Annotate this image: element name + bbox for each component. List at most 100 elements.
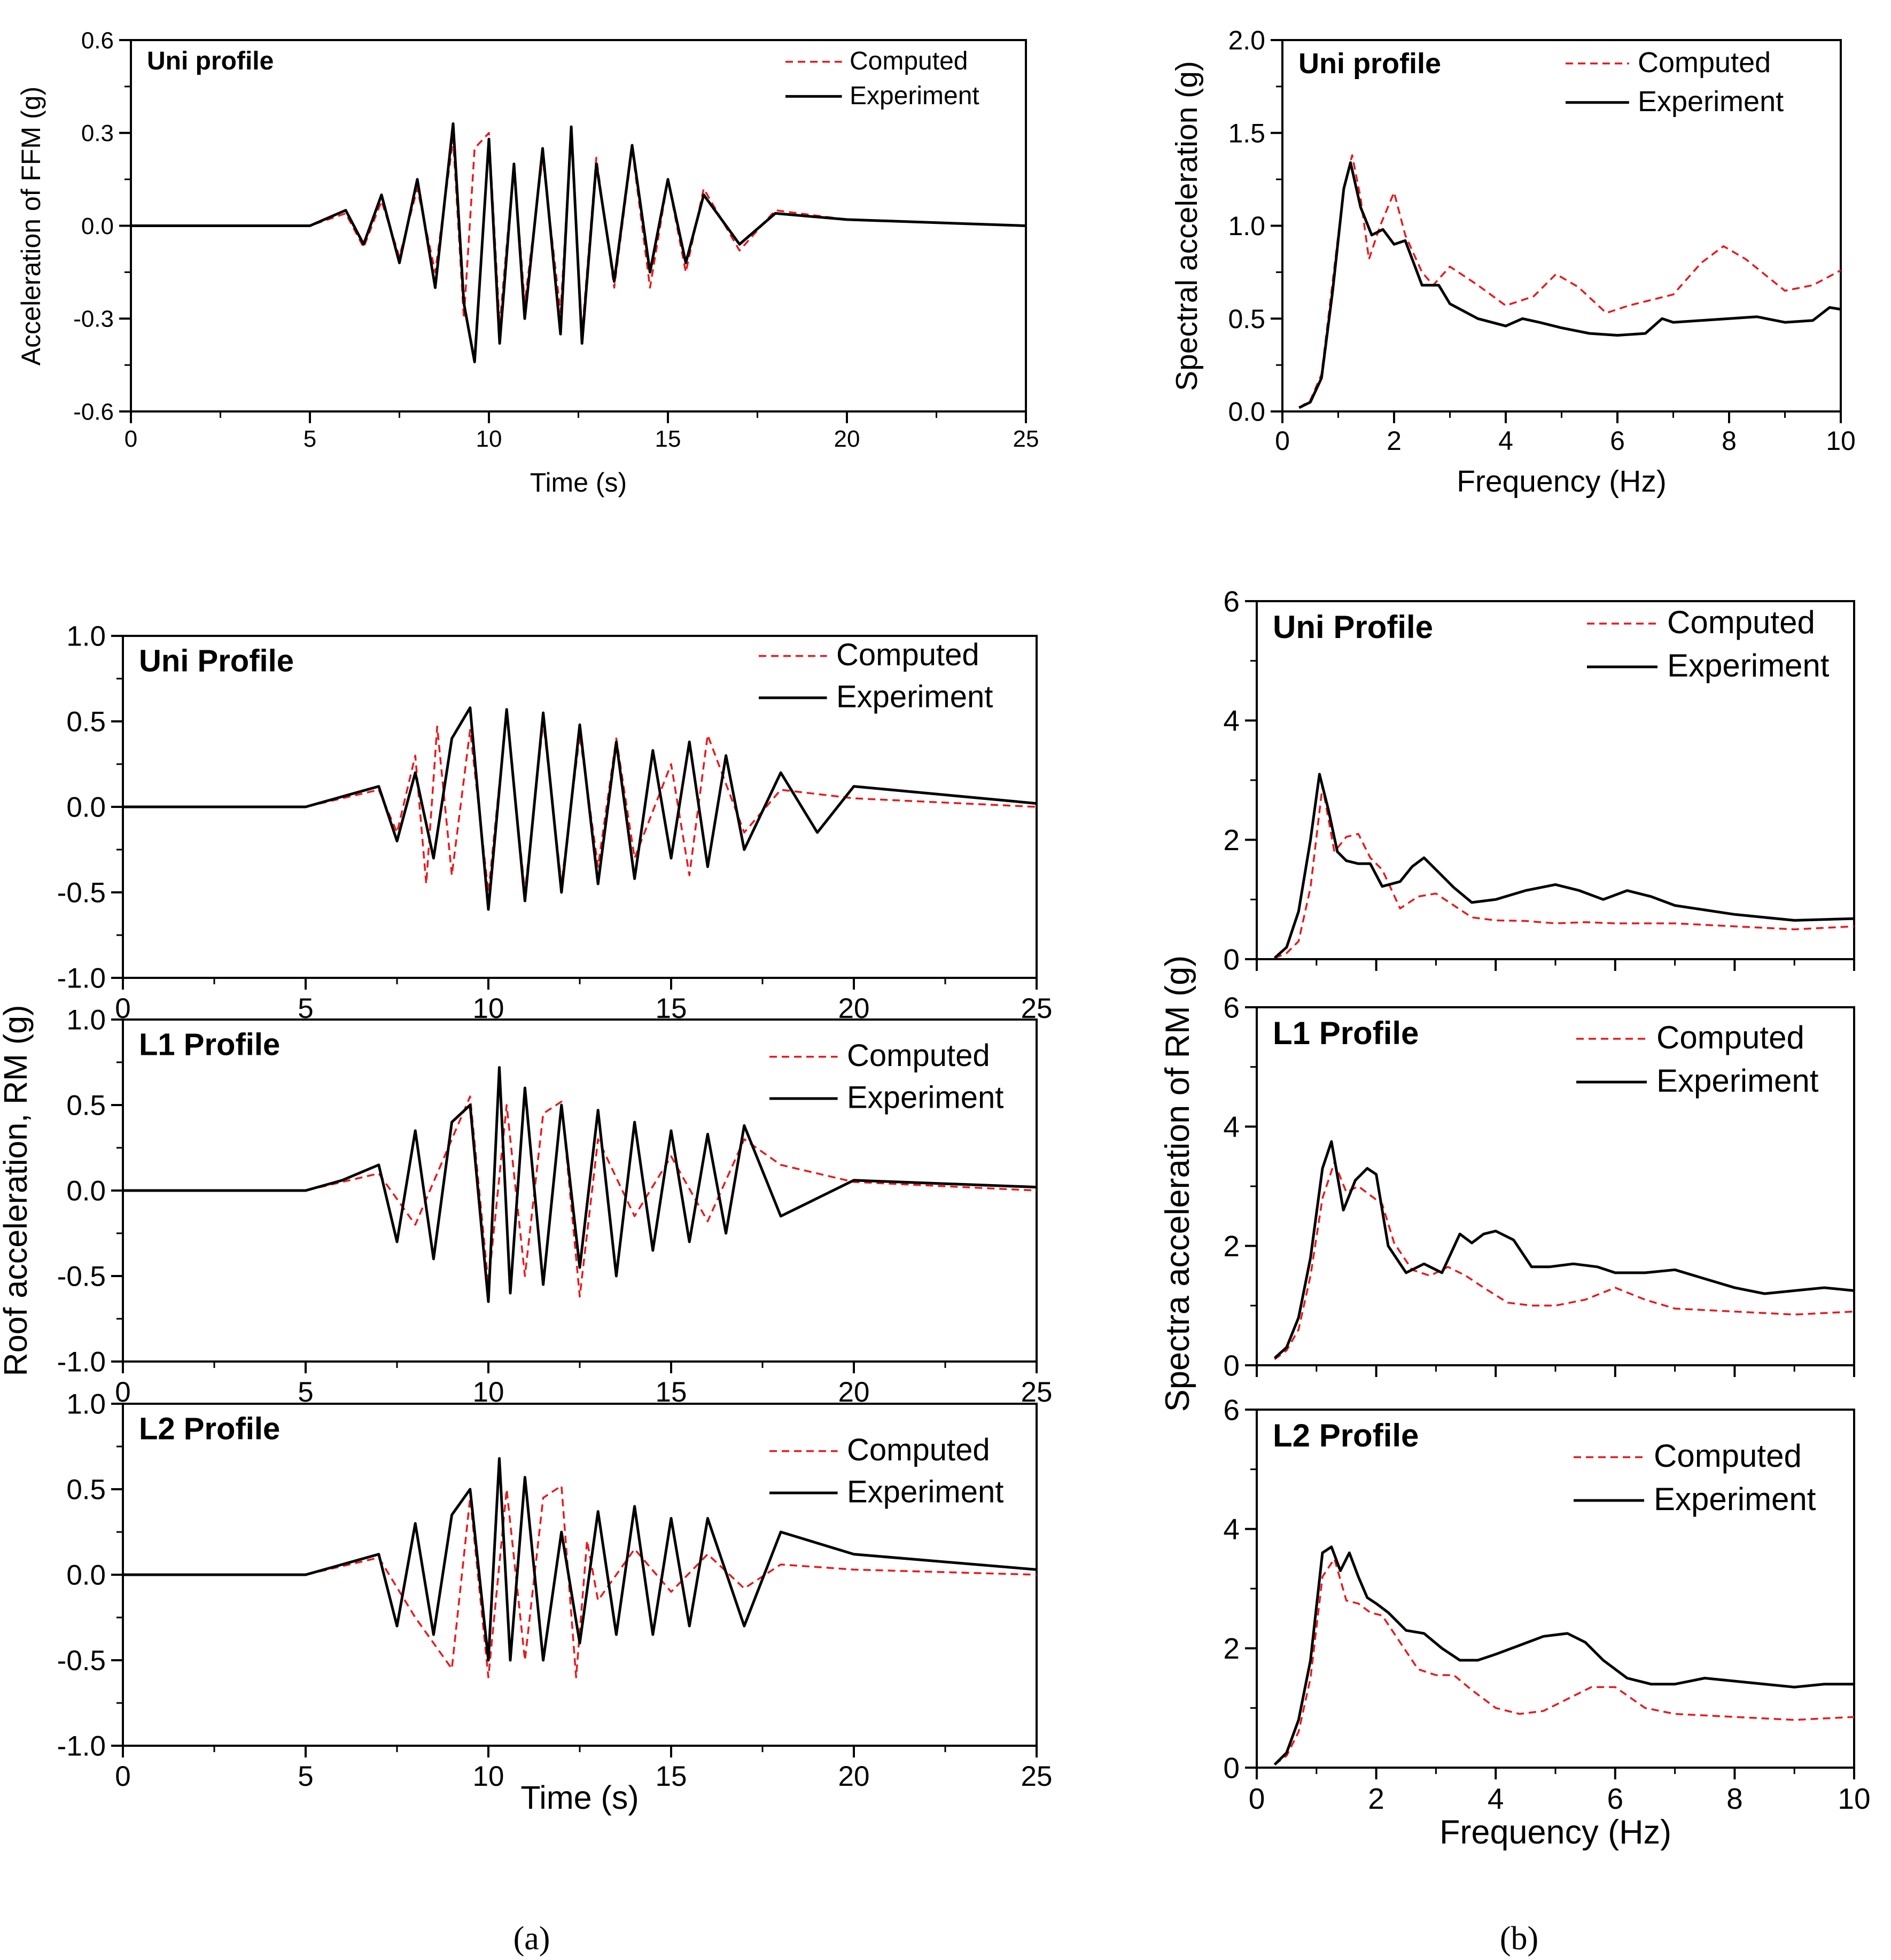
series-experiment-line bbox=[123, 1457, 1037, 1662]
y-tick-label: -0.6 bbox=[73, 399, 114, 425]
legend-label-computed: Computed bbox=[847, 1038, 990, 1073]
y-tick-label: 0.5 bbox=[66, 1090, 106, 1122]
x-tick-label: 8 bbox=[1726, 1782, 1743, 1815]
y-tick-label: 4 bbox=[1223, 704, 1240, 737]
legend-label-experiment: Experiment bbox=[1638, 85, 1784, 118]
y-tick-label: 2 bbox=[1223, 823, 1240, 857]
x-tick-label: 25 bbox=[1021, 1761, 1053, 1792]
y-tick-label: 0 bbox=[1223, 943, 1240, 976]
caption-b: (b) bbox=[1500, 1920, 1538, 1957]
y-tick-label: 0.5 bbox=[66, 1474, 106, 1506]
x-tick-label: 0 bbox=[1275, 426, 1290, 456]
y-tick-label: 4 bbox=[1223, 1513, 1240, 1546]
legend-label-computed: Computed bbox=[1656, 1020, 1804, 1055]
y-tick-label: 2.0 bbox=[1228, 26, 1265, 56]
x-tick-label: 15 bbox=[656, 1761, 687, 1792]
series-experiment-line bbox=[1273, 773, 1855, 959]
legend-label-computed: Computed bbox=[1667, 604, 1815, 640]
panel-label: L2 Profile bbox=[139, 1412, 280, 1446]
legend-label-experiment: Experiment bbox=[1667, 648, 1830, 683]
panel-label: L1 Profile bbox=[139, 1028, 280, 1062]
y-tick-label: 1.0 bbox=[1228, 211, 1265, 241]
chart-rm_l2_time: 0 5 10 15 20 25 -1.0 -0.5 0.0 0.5 1.0 L2 Profile Com… bbox=[57, 1389, 1053, 1816]
y-axis-label: Spectra acceleration of RM (g) bbox=[1159, 955, 1196, 1412]
x-tick-label: 0 bbox=[115, 1761, 130, 1792]
x-tick-label: 10 bbox=[476, 426, 502, 452]
y-tick-label: -1.0 bbox=[57, 963, 106, 994]
x-tick-label: 4 bbox=[1498, 426, 1513, 456]
y-tick-label: 6 bbox=[1223, 991, 1240, 1024]
legend-label-experiment: Experiment bbox=[850, 82, 979, 110]
y-tick-label: 0.0 bbox=[66, 1176, 106, 1207]
y-tick-label: -0.5 bbox=[57, 1261, 106, 1293]
x-tick-label: 10 bbox=[473, 1761, 504, 1792]
y-tick-label: 6 bbox=[1223, 585, 1240, 618]
y-tick-label: 6 bbox=[1223, 1393, 1240, 1426]
legend-label-experiment: Experiment bbox=[1656, 1063, 1819, 1099]
y-tick-label: 2 bbox=[1223, 1632, 1240, 1665]
x-tick-label: 2 bbox=[1387, 426, 1402, 456]
x-tick-label: 0 bbox=[124, 426, 137, 452]
legend-label-computed: Computed bbox=[1654, 1438, 1802, 1474]
x-tick-label: 4 bbox=[1488, 1782, 1504, 1815]
y-tick-label: -1.0 bbox=[57, 1731, 106, 1762]
x-tick-label: 20 bbox=[834, 426, 860, 452]
y-tick-label: 0 bbox=[1223, 1349, 1240, 1382]
series-experiment-line bbox=[131, 122, 1026, 363]
y-tick-label: 0.0 bbox=[1228, 397, 1265, 427]
x-tick-label: 0 bbox=[1249, 1782, 1265, 1815]
y-tick-label: 0.0 bbox=[66, 792, 106, 823]
chart-rm_uni_spectra: 0 2 4 6 Uni Profile Computed Experiment bbox=[1223, 585, 1855, 976]
legend-label-experiment: Experiment bbox=[847, 1474, 1003, 1509]
y-tick-label: 0.6 bbox=[81, 27, 114, 53]
chart-rm_l2_spectra: 0 2 4 6 8 10 0 2 4 6 L2 Profile Computed Experiment F… bbox=[1223, 1393, 1870, 1851]
x-tick-label: 25 bbox=[1013, 426, 1039, 452]
x-tick-label: 2 bbox=[1368, 1782, 1384, 1815]
y-tick-label: -0.3 bbox=[73, 306, 114, 332]
y-axis-label: Acceleration of FFM (g) bbox=[16, 87, 46, 365]
series-experiment-line bbox=[1273, 1545, 1854, 1766]
y-tick-label: 2 bbox=[1223, 1230, 1240, 1263]
caption-a: (a) bbox=[513, 1920, 550, 1957]
y-axis-label: Spectral acceleration (g) bbox=[1170, 61, 1204, 391]
y-tick-label: 0 bbox=[1223, 1751, 1240, 1784]
legend-label-experiment: Experiment bbox=[847, 1080, 1003, 1115]
legend-label-experiment: Experiment bbox=[836, 679, 993, 714]
x-axis-label: Time (s) bbox=[520, 1779, 639, 1816]
y-tick-label: 0.0 bbox=[81, 213, 114, 239]
x-tick-label: 5 bbox=[304, 426, 316, 452]
y-axis-label: Roof acceleration, RM (g) bbox=[0, 1005, 34, 1376]
chart-rm_l1_spectra: 0 2 4 6 L1 Profile Computed Experiment Spectra … bbox=[1159, 955, 1855, 1412]
series-experiment-line bbox=[1298, 161, 1841, 409]
x-tick-label: 6 bbox=[1610, 426, 1625, 456]
series-experiment-line bbox=[123, 1066, 1037, 1303]
panel-label: Uni Profile bbox=[1273, 609, 1433, 645]
x-tick-label: 10 bbox=[1826, 426, 1856, 456]
series-computed-line bbox=[123, 1484, 1037, 1678]
chart-rm_l1_time: 0 5 10 15 20 25-1.0-0.50.00.51.0L1 Profile Com… bbox=[0, 1005, 1052, 1408]
series-computed-line bbox=[1274, 1558, 1855, 1765]
series-experiment-line bbox=[1273, 1140, 1855, 1359]
x-tick-label: 6 bbox=[1607, 1782, 1624, 1815]
y-tick-label: 1.0 bbox=[66, 1389, 106, 1420]
panel-label: Uni Profile bbox=[139, 644, 294, 679]
legend-label-computed: Computed bbox=[836, 637, 979, 672]
x-tick-label: 8 bbox=[1722, 426, 1737, 456]
x-tick-label: 20 bbox=[838, 1761, 870, 1792]
series-experiment-line bbox=[123, 706, 1037, 911]
x-tick-label: 5 bbox=[298, 1761, 313, 1792]
panel-label: L1 Profile bbox=[1273, 1015, 1419, 1051]
y-tick-label: 0.3 bbox=[81, 120, 114, 146]
y-tick-label: 1.5 bbox=[1228, 118, 1265, 148]
panel-label: L2 Profile bbox=[1273, 1418, 1419, 1453]
x-tick-label: 10 bbox=[1838, 1782, 1870, 1815]
legend-label-experiment: Experiment bbox=[1654, 1481, 1816, 1517]
y-tick-label: 0.5 bbox=[66, 706, 106, 738]
legend-label-computed: Computed bbox=[850, 47, 968, 75]
y-tick-label: 4 bbox=[1223, 1110, 1240, 1144]
panel-label: Uni profile bbox=[147, 47, 274, 75]
x-axis-label: Time (s) bbox=[530, 468, 627, 497]
